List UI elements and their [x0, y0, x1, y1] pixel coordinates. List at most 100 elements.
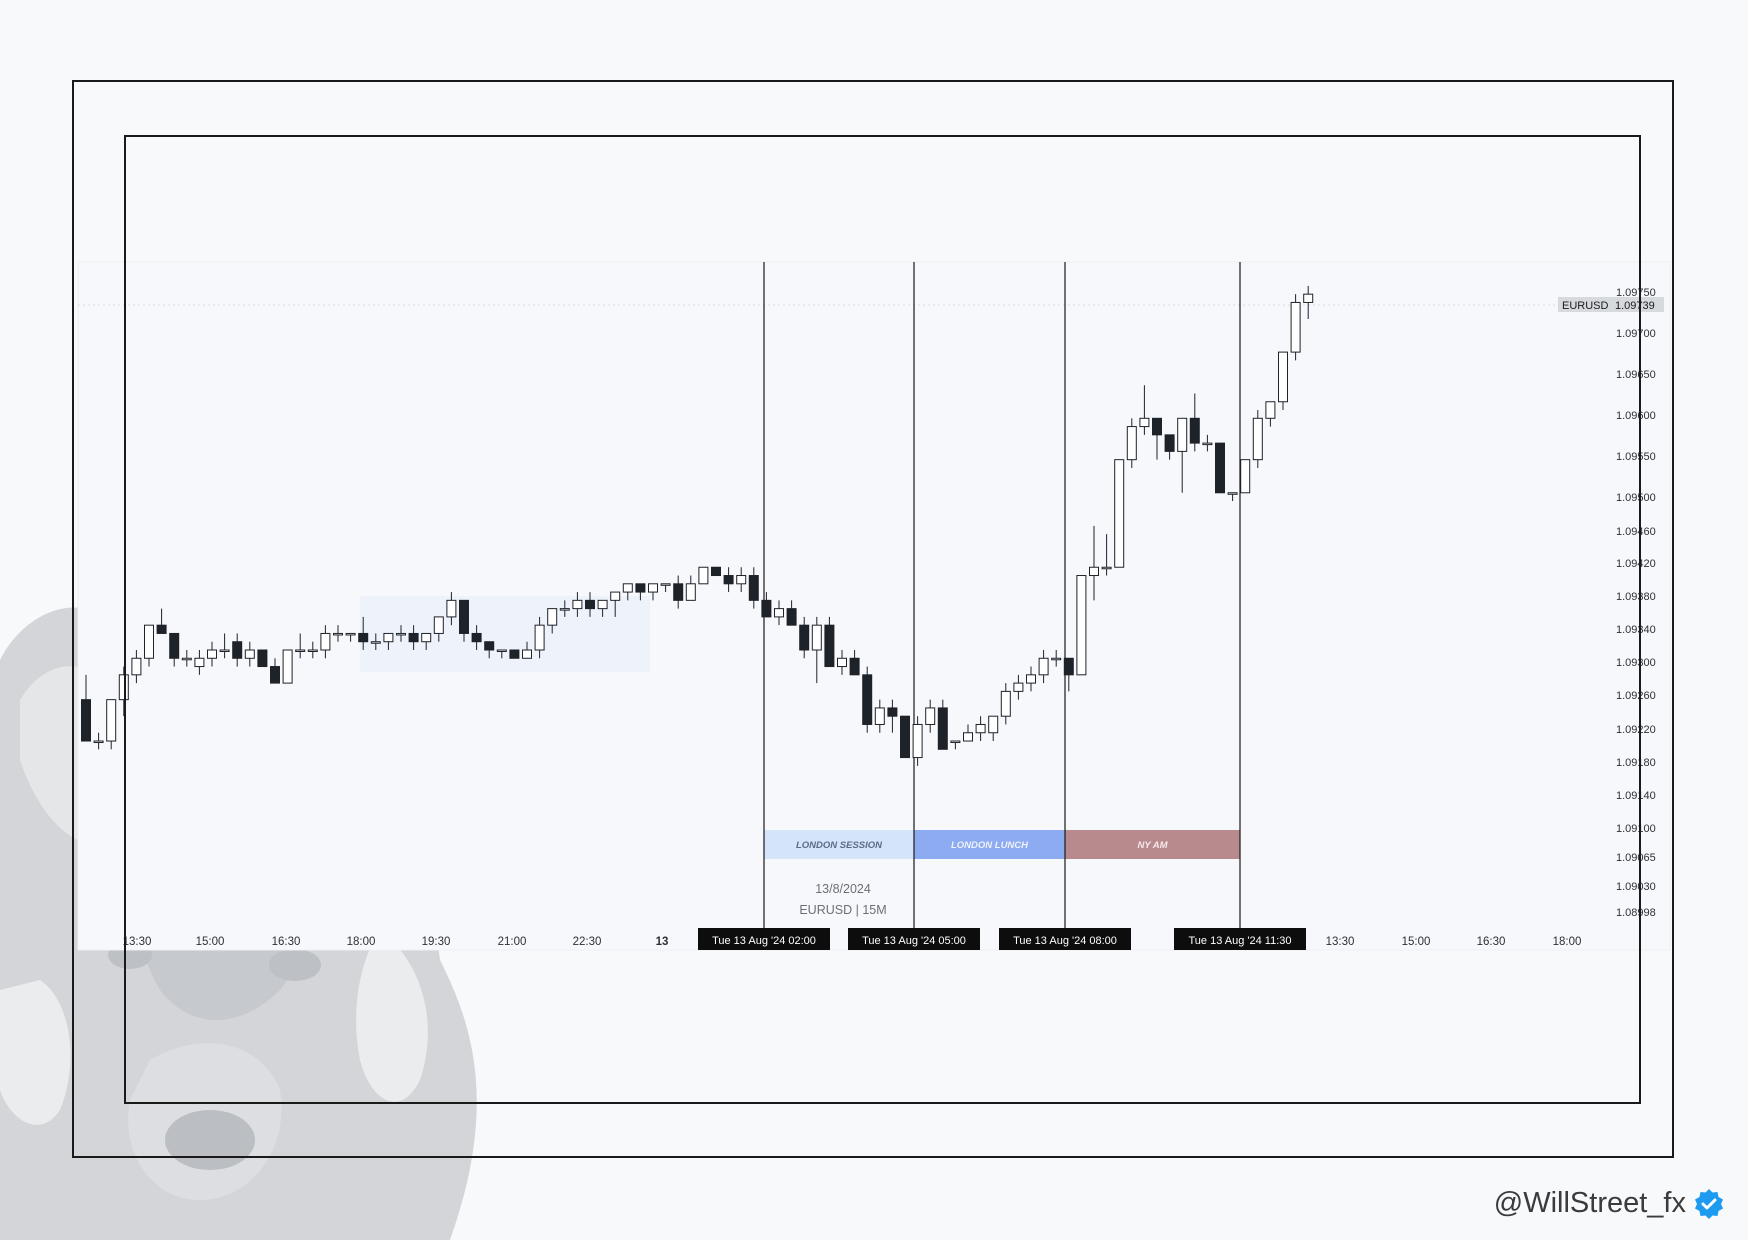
last-price-label: 1.09739 [1615, 300, 1655, 312]
candle-body [1139, 417, 1150, 428]
candle-body [295, 649, 306, 652]
candle-body [396, 632, 406, 636]
marker-time-label: Tue 13 Aug '24 08:00 [1013, 935, 1117, 947]
candle-body [698, 566, 709, 585]
candle-body [1202, 442, 1213, 446]
candle-body [837, 657, 847, 668]
candle-body [333, 632, 343, 636]
session-label: NY AM [1137, 840, 1168, 851]
time-tick-label: 16:30 [272, 936, 301, 948]
price-tick-label: 1.09550 [1616, 451, 1656, 463]
candle-body [1252, 417, 1263, 461]
candle-body [169, 632, 180, 659]
price-tick-label: 1.09600 [1616, 410, 1656, 422]
marker-time-badge [999, 928, 1131, 950]
candle-body [685, 583, 696, 601]
last-price-badge [1558, 297, 1664, 312]
candle-body [106, 699, 117, 742]
candle-body [887, 707, 898, 717]
candle-body [270, 666, 280, 684]
candle-body [421, 632, 432, 643]
info-pair: EURUSD | 15M [799, 903, 886, 917]
marker-time-label: Tue 13 Aug '24 05:00 [862, 935, 966, 947]
price-tick-label: 1.09380 [1616, 591, 1656, 603]
candle-body [849, 657, 860, 676]
price-tick-label: 1.09300 [1616, 657, 1656, 669]
price-tick-label: 1.09750 [1616, 287, 1656, 299]
candle-body [181, 657, 192, 661]
candle-body [711, 566, 721, 577]
price-tick-label: 1.09140 [1616, 790, 1656, 802]
info-date: 13/8/2024 [815, 882, 871, 896]
candle-body [1013, 682, 1024, 692]
candle-body [1051, 657, 1062, 661]
candle-body [723, 575, 734, 585]
candle-body [131, 657, 142, 676]
candle-body [748, 575, 759, 601]
marker-time-badge [698, 928, 830, 950]
candle-body [1215, 442, 1225, 494]
candle-body [219, 649, 230, 652]
session-box [1065, 830, 1240, 859]
author-handle[interactable]: @WillStreet_fx [1494, 1187, 1724, 1220]
candle-body [1240, 459, 1251, 494]
candle-body [975, 723, 986, 734]
candle-body [471, 632, 482, 643]
candle-body [597, 599, 608, 610]
time-tick-label: 15:00 [196, 936, 225, 948]
candle-body [673, 583, 684, 601]
candle-body [874, 707, 885, 725]
candle-body [1177, 417, 1188, 452]
candle-body [786, 608, 797, 626]
candle-body [736, 575, 747, 585]
candle-body [1303, 293, 1314, 303]
candle-body [925, 707, 936, 725]
price-tick-label: 1.09700 [1616, 328, 1656, 340]
time-tick-label: 19:30 [422, 936, 451, 948]
marker-time-label: Tue 13 Aug '24 02:00 [712, 935, 816, 947]
time-tick-label: 13 [656, 936, 669, 948]
price-tick-label: 1.09420 [1616, 558, 1656, 570]
candle-body [1290, 301, 1301, 353]
time-tick-label: 22:30 [573, 936, 602, 948]
price-tick-label: 1.09340 [1616, 624, 1656, 636]
candle-body [1126, 426, 1137, 461]
candle-body [370, 641, 381, 644]
candle-body [1026, 674, 1036, 684]
inner-frame [124, 135, 1641, 1104]
candle-body [761, 599, 772, 618]
candle-body [824, 624, 835, 668]
candle-body [345, 632, 356, 636]
candle-body [232, 641, 243, 659]
price-tick-label: 1.09260 [1616, 690, 1656, 702]
price-tick-label: 1.09650 [1616, 369, 1656, 381]
candle-body [1063, 657, 1074, 676]
time-tick-label: 16:30 [1477, 936, 1506, 948]
price-tick-label: 1.09500 [1616, 492, 1656, 504]
time-tick-label: 13:30 [1326, 936, 1355, 948]
candle-body [282, 649, 293, 684]
candle-body [622, 583, 633, 593]
candle-body [1101, 566, 1112, 570]
candle-body [585, 599, 595, 610]
candle-body [1278, 351, 1288, 403]
candle-body [862, 674, 873, 725]
time-tick-label: 18:00 [347, 936, 376, 948]
candle-body [774, 608, 784, 618]
outer-frame [72, 80, 1674, 1158]
candle-body [799, 624, 810, 651]
candle-body [257, 649, 268, 668]
price-tick-label: 1.08998 [1616, 907, 1656, 919]
candle-body [610, 591, 621, 601]
candle-body [648, 583, 658, 593]
candle-body [307, 649, 318, 652]
price-tick-label: 1.09460 [1616, 526, 1656, 538]
candle-body [1038, 657, 1049, 676]
candle-body [408, 632, 419, 643]
candle-body [1000, 690, 1011, 717]
time-tick-label: 15:00 [1402, 936, 1431, 948]
candle-body [81, 699, 91, 742]
candle-body [912, 723, 923, 759]
candle-body [459, 599, 469, 634]
